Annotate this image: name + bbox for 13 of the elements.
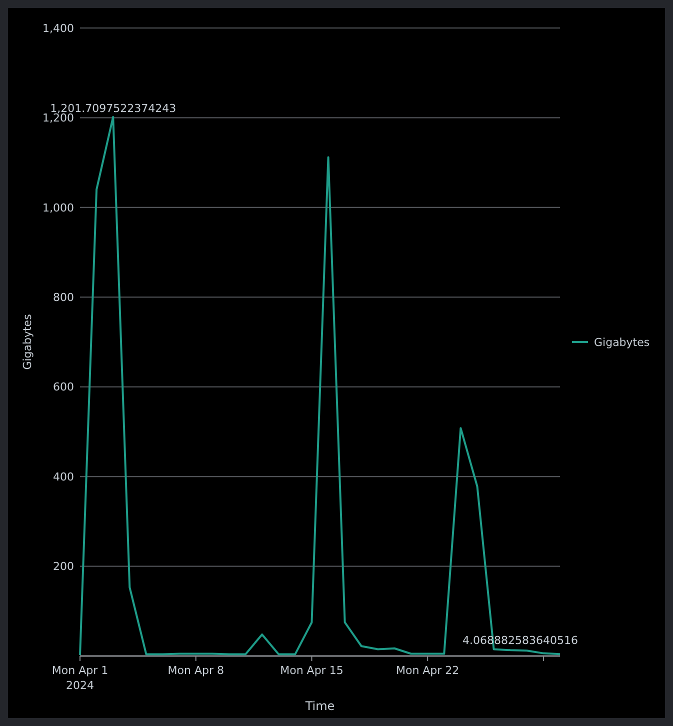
- y-tick-label: 1,000: [42, 201, 74, 214]
- y-tick-label: 200: [53, 560, 74, 574]
- y-axis-title: Gigabytes: [21, 314, 34, 370]
- x-tick-label: Mon Apr 22: [396, 664, 460, 677]
- legend-label: Gigabytes: [594, 336, 650, 349]
- y-tick-label: 400: [53, 470, 74, 484]
- x-tick-label: Mon Apr 15: [280, 664, 344, 677]
- y-tick-label: 800: [53, 290, 74, 304]
- x-axis-title: Time: [304, 699, 335, 713]
- x-tick-label: Mon Apr 8: [168, 664, 224, 677]
- y-tick-label: 600: [53, 380, 74, 394]
- y-tick-label: 1,400: [42, 22, 74, 35]
- x-tick-label: Mon Apr 1 2024: [52, 664, 108, 692]
